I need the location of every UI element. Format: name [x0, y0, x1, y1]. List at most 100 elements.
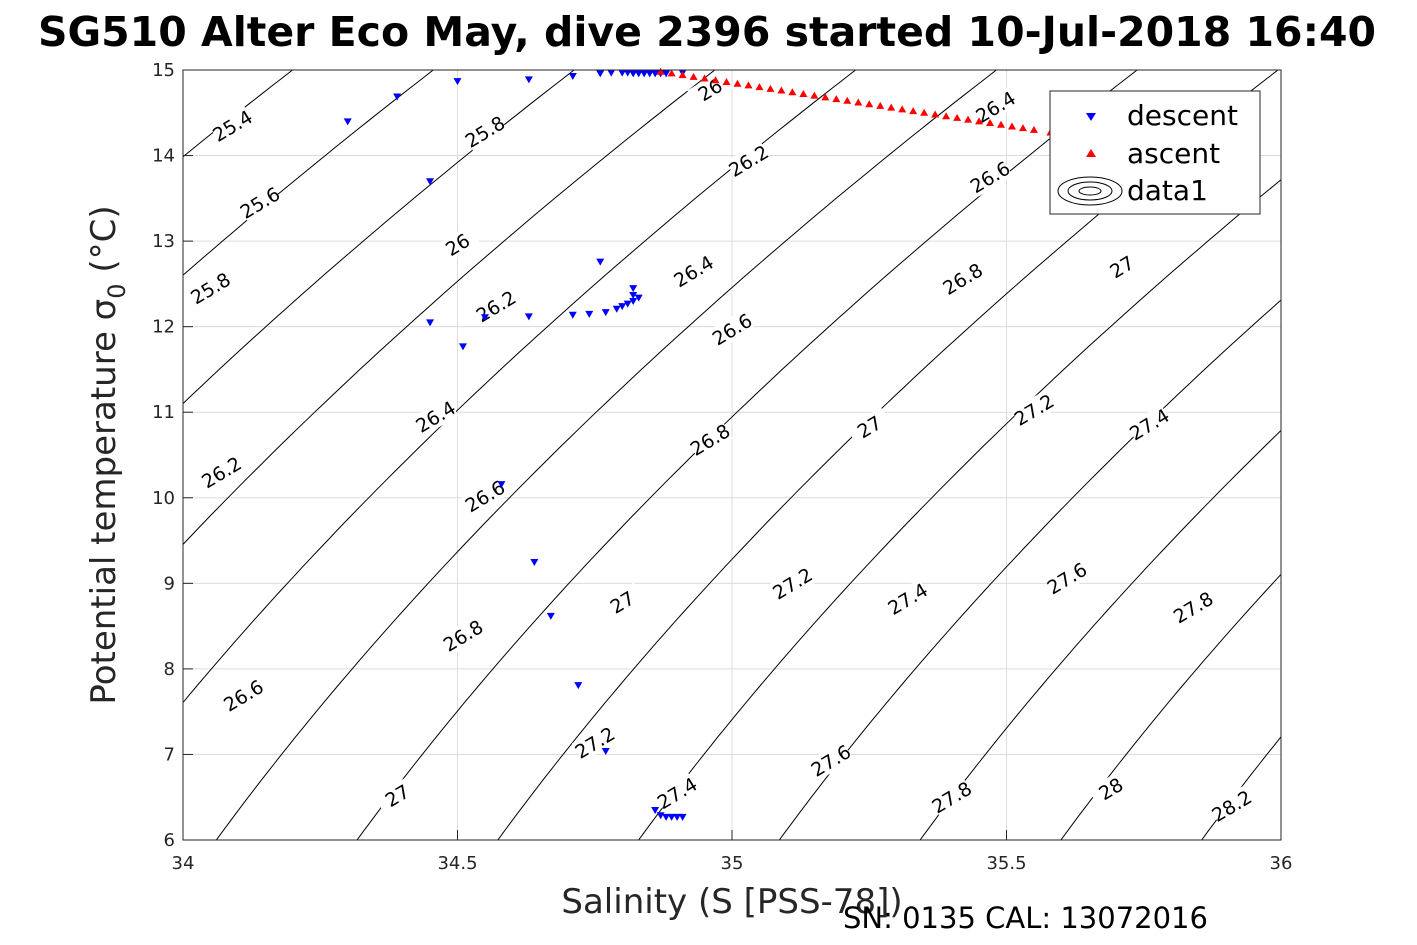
isopycnal-line: [919, 429, 1281, 840]
chart-title: SG510 Alter Eco May, dive 2396 started 1…: [38, 8, 1376, 56]
descent-point: [524, 313, 533, 321]
descent-point: [601, 748, 610, 756]
legend-ascent-label: ascent: [1127, 137, 1220, 170]
descent-point: [426, 178, 435, 186]
ascent-point: [854, 98, 863, 106]
ascent-point: [810, 91, 819, 99]
ascent-point: [733, 79, 742, 87]
contour-label-background: [939, 259, 986, 299]
ascent-point: [788, 88, 797, 96]
y-tick-label: 6: [164, 830, 175, 851]
contour-label-background: [1088, 768, 1134, 809]
x-tick-label: 36: [1270, 853, 1293, 874]
descent-point: [662, 813, 671, 821]
ascent-point: [722, 77, 731, 85]
ascent-point: [843, 96, 852, 104]
contour-label-background: [846, 407, 893, 447]
x-axis-label: Salinity (S [PSS-78]): [561, 882, 902, 922]
descent-point: [623, 300, 632, 308]
y-tick-label: 11: [152, 402, 175, 423]
descent-point: [497, 481, 506, 489]
y-tick-label: 7: [164, 744, 175, 765]
descent-point: [651, 70, 660, 78]
y-tick-label: 15: [152, 60, 175, 81]
isopycnal-line: [183, 70, 435, 276]
descent-point: [568, 72, 577, 80]
descent-point: [453, 78, 462, 86]
isopycnal-line: [1060, 573, 1281, 840]
legend-descent-label: descent: [1127, 99, 1238, 132]
contour-label-background: [928, 777, 975, 817]
isopycnal-line: [637, 179, 1281, 840]
descent-point: [629, 298, 638, 305]
contour-label-background: [237, 182, 283, 223]
ascent-point: [887, 103, 896, 111]
descent-series: [343, 69, 687, 821]
contour-label-background: [972, 87, 1019, 127]
descent-point: [574, 682, 583, 690]
descent-point: [596, 258, 605, 266]
contour-label-background: [209, 105, 256, 146]
x-tick-label: 35.5: [986, 853, 1026, 874]
contour-label-background: [654, 773, 700, 813]
contour-label-background: [412, 396, 459, 437]
descent-point: [640, 70, 649, 78]
ascent-point: [876, 101, 885, 109]
ascent-point: [799, 89, 808, 97]
descent-point: [629, 285, 638, 293]
contour-label-background: [1011, 389, 1057, 430]
descent-point: [596, 70, 605, 78]
ascent-point: [920, 108, 929, 116]
ascent-series: [656, 67, 1055, 136]
x-tick-label: 34.5: [437, 853, 477, 874]
descent-point: [629, 292, 638, 300]
descent-point: [678, 813, 687, 821]
ascent-point: [744, 81, 753, 89]
ascent-point: [832, 95, 841, 103]
legend: descent ascent data1: [1049, 90, 1261, 215]
ascent-point: [755, 83, 764, 91]
descent-point: [585, 310, 594, 318]
ascent-point: [667, 69, 676, 77]
descent-point: [651, 807, 660, 815]
descent-point: [629, 70, 638, 78]
ascent-point: [700, 74, 709, 82]
ascent-point: [777, 86, 786, 94]
contour-label-background: [884, 579, 931, 619]
descent-point: [568, 311, 577, 319]
contour-label-background: [808, 740, 854, 781]
contour-label-background: [670, 251, 717, 291]
contour-label-background: [187, 268, 234, 308]
contour-label-background: [1208, 786, 1255, 826]
y-axis-label-main: Potential temperature σ: [84, 299, 124, 705]
ascent-point: [964, 115, 973, 123]
isopycnal-line: [183, 70, 716, 546]
descent-point: [607, 69, 616, 77]
x-tick-label: 34: [172, 853, 195, 874]
y-tick-label: 13: [152, 231, 175, 252]
descent-point: [601, 309, 610, 317]
ascent-point: [711, 76, 720, 84]
x-tick-label: 35: [721, 853, 744, 874]
y-tick-label: 14: [152, 146, 175, 167]
legend-descent-marker: [1086, 113, 1096, 121]
serial-calibration-note: SN: 0135 CAL: 13072016: [843, 901, 1208, 935]
descent-point: [612, 305, 621, 313]
ascent-point: [1029, 125, 1038, 133]
ascent-point: [909, 107, 918, 115]
ascent-point: [1007, 122, 1016, 130]
ascent-point: [931, 110, 940, 118]
y-axis-label-unit: (°C): [84, 205, 124, 283]
ascent-point: [1018, 124, 1027, 132]
y-axis-label-subscript: 0: [103, 283, 131, 298]
ascent-point: [656, 67, 665, 75]
y-tick-label: 9: [164, 573, 175, 594]
contour-label-background: [687, 69, 733, 110]
descent-point: [393, 93, 402, 101]
contour-label-background: [1044, 558, 1090, 598]
legend-ascent-marker: [1086, 149, 1096, 157]
contour-label-background: [198, 452, 245, 492]
ascent-point: [898, 105, 907, 113]
isopycnal-line: [183, 70, 575, 405]
